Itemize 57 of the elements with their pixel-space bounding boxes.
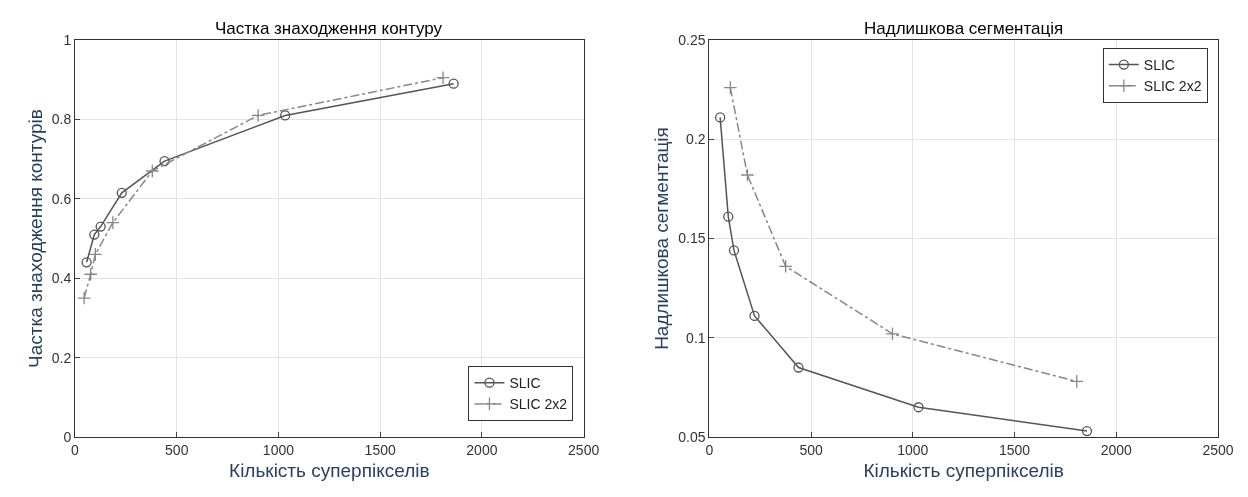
y-tick-label: 0.15 [678, 230, 706, 247]
legend-label: SLIC 2x2 [1143, 78, 1202, 95]
point [885, 326, 900, 341]
legend-label: SLIC [1143, 57, 1175, 73]
legend-label: SLIC 2x2 [509, 396, 568, 413]
x-tick-label: 2000 [1100, 441, 1133, 458]
x-tick-label: 1000 [897, 441, 929, 458]
y-axis-title: Частка знаходження контурів [24, 109, 46, 368]
y-tick-label: 0 [63, 428, 72, 445]
x-tick-label: 1500 [364, 441, 396, 458]
x-tick-label: 2500 [1202, 441, 1234, 458]
point [116, 187, 127, 198]
point [448, 78, 459, 89]
x-tick-label: 1500 [998, 441, 1031, 458]
x-tick-label: 500 [799, 441, 823, 458]
point [723, 211, 734, 222]
point [105, 215, 120, 230]
point [251, 108, 266, 123]
point [77, 291, 92, 305]
point [715, 112, 726, 123]
y-tick-label: 0.6 [51, 190, 72, 207]
point [95, 221, 106, 232]
y-tick-label: 0.2 [51, 349, 72, 366]
point [89, 229, 100, 240]
y-tick-label: 0.8 [51, 111, 72, 128]
x-axis-title: Кількість суперпікселів [229, 459, 430, 481]
y-tick-label: 0.1 [686, 329, 706, 346]
y-tick-label: 0.4 [51, 270, 72, 287]
y-axis-title: Надлишкова сегментація [651, 127, 673, 350]
point [280, 110, 291, 121]
chart-title: Надлишкова сегментація [864, 19, 1064, 38]
y-tick-label: 0.2 [686, 131, 706, 148]
point [88, 247, 103, 262]
x-axis-title: Кількість суперпікселів [863, 459, 1064, 481]
x-tick-label: 1000 [262, 441, 295, 458]
point [723, 80, 738, 95]
point [1069, 374, 1084, 389]
point [145, 164, 160, 178]
legend-label: SLIC [509, 375, 541, 392]
x-tick-label: 2500 [568, 441, 600, 458]
point [1081, 425, 1093, 437]
point [83, 267, 98, 282]
y-tick-label: 1 [63, 31, 72, 48]
x-tick-label: 2000 [466, 441, 498, 458]
point [436, 70, 450, 85]
point [81, 257, 92, 268]
point [913, 402, 924, 413]
point [740, 168, 755, 182]
point [728, 245, 740, 256]
chart-title: Частка знаходження контуру [215, 19, 443, 38]
point [778, 259, 793, 274]
point [159, 155, 170, 167]
y-tick-label: 0.05 [678, 428, 706, 445]
point [749, 310, 760, 322]
y-tick-label: 0.25 [678, 31, 706, 48]
point [793, 362, 804, 373]
x-tick-label: 500 [165, 441, 189, 458]
